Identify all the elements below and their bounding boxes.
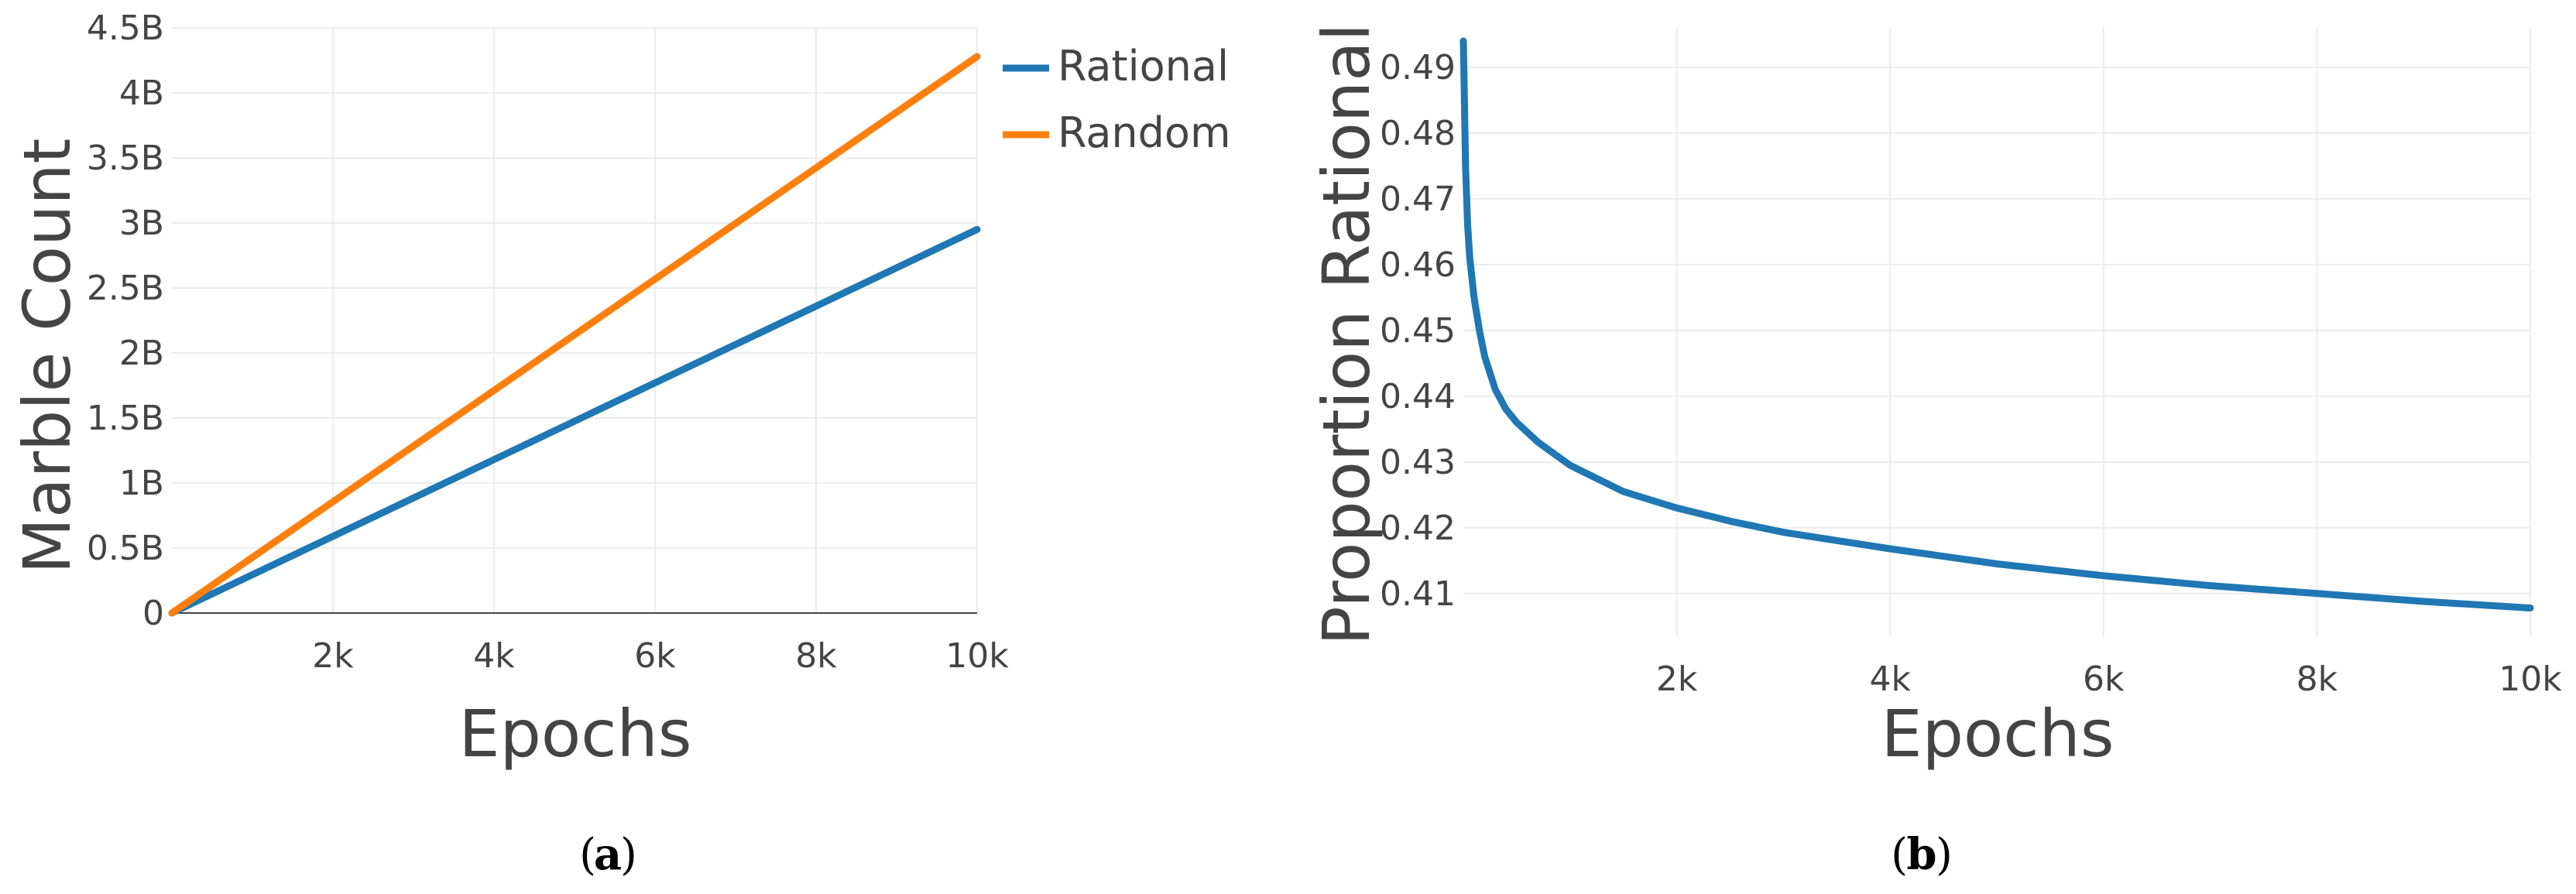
legend-label-random: Random <box>1058 108 1231 157</box>
panel-a-y-tick-label: 1.5B <box>87 399 164 438</box>
panel-a-y-axis-title: Marble Count <box>9 139 85 574</box>
panel-b-x-axis-title: Epochs <box>1881 696 2115 772</box>
panel-a-legend: Rational Random <box>1003 42 1231 157</box>
legend-label-rational: Rational <box>1058 42 1229 91</box>
panel-a-gridlines <box>172 27 978 613</box>
panel-a-y-tick-label: 3.5B <box>87 139 164 178</box>
panel-a-x-tick-label: 2k <box>312 636 354 676</box>
panel-a-y-tick-label: 2.5B <box>87 269 164 308</box>
svg-text:(: ( <box>1891 830 1908 880</box>
panel-b-x-tick-label: 6k <box>2083 659 2125 699</box>
panel-b-y-tick-label: 0.41 <box>1380 574 1456 614</box>
panel-b-tick-labels: 2k 4k 6k 8k 10k 0.41 0.42 0.43 0.44 0.45 0.46 0.47 0… <box>1380 48 2562 699</box>
panel-b-y-tick-label: 0.48 <box>1380 114 1456 153</box>
panel-a-x-tick-label: 10k <box>945 636 1009 676</box>
panel-b-y-axis-title: Proportion Rational <box>1309 23 1384 646</box>
panel-a-tick-labels: 2k 4k 6k 8k 10k 0 0.5B 1B 1.5B 2B 2.5B 3B 3.5B 4B 4.5B <box>87 9 1009 676</box>
panel-b-series-lines <box>1460 37 2534 611</box>
panel-b-y-tick-label: 0.44 <box>1380 377 1456 416</box>
panel-a-x-axis-title: Epochs <box>459 696 692 772</box>
panel-b-y-tick-label: 0.47 <box>1380 180 1456 219</box>
panel-a-y-tick-label: 4B <box>119 74 164 113</box>
panel-b-chart: 2k 4k 6k 8k 10k 0.41 0.42 0.43 0.44 0.45 0.46 0.47 0… <box>1309 23 2562 880</box>
panel-b-x-tick-label: 10k <box>2499 659 2562 699</box>
panel-b-y-tick-label: 0.43 <box>1380 443 1456 482</box>
panel-b-x-tick-label: 8k <box>2296 659 2338 699</box>
panel-a-label: a <box>594 829 622 880</box>
panel-b-y-tick-label: 0.46 <box>1380 245 1456 285</box>
panel-a-y-tick-label: 2B <box>119 334 164 373</box>
panel-a-y-tick-label: 0 <box>142 594 164 633</box>
panel-b-y-tick-label: 0.45 <box>1380 311 1456 351</box>
panel-a-x-tick-label: 8k <box>795 636 837 676</box>
panel-a-line-rational <box>168 225 981 617</box>
panel-a-chart: 2k 4k 6k 8k 10k 0 0.5B 1B 1.5B 2B 2.5B 3B 3.5B 4B 4.5B… <box>9 9 1231 880</box>
panel-b-y-tick-label: 0.49 <box>1380 48 1456 87</box>
panel-b-line-series-0 <box>1460 37 2534 611</box>
panel-a-y-tick-label: 4.5B <box>87 9 164 48</box>
panel-b-label: b <box>1906 829 1936 880</box>
panel-a-y-tick-label: 0.5B <box>87 529 164 568</box>
panel-b-caption: ( b ) <box>1891 829 1953 880</box>
panel-a-y-tick-label: 3B <box>119 204 164 243</box>
panel-a-caption: ( a ) <box>579 829 637 880</box>
panel-b-gridlines <box>1463 28 2531 636</box>
panel-a-y-tick-label: 1B <box>119 464 164 503</box>
panel-a-x-tick-label: 6k <box>634 636 676 676</box>
panel-b-x-tick-label: 2k <box>1656 659 1698 699</box>
svg-text:): ) <box>1936 830 1953 880</box>
svg-text:(: ( <box>579 830 596 880</box>
panel-b-y-tick-label: 0.42 <box>1380 509 1456 548</box>
panel-a-series-lines <box>168 53 981 617</box>
svg-text:): ) <box>620 830 637 880</box>
panel-b-x-tick-label: 4k <box>1869 659 1911 699</box>
panel-a-x-tick-label: 4k <box>473 636 515 676</box>
panel-a-line-random <box>168 53 981 617</box>
